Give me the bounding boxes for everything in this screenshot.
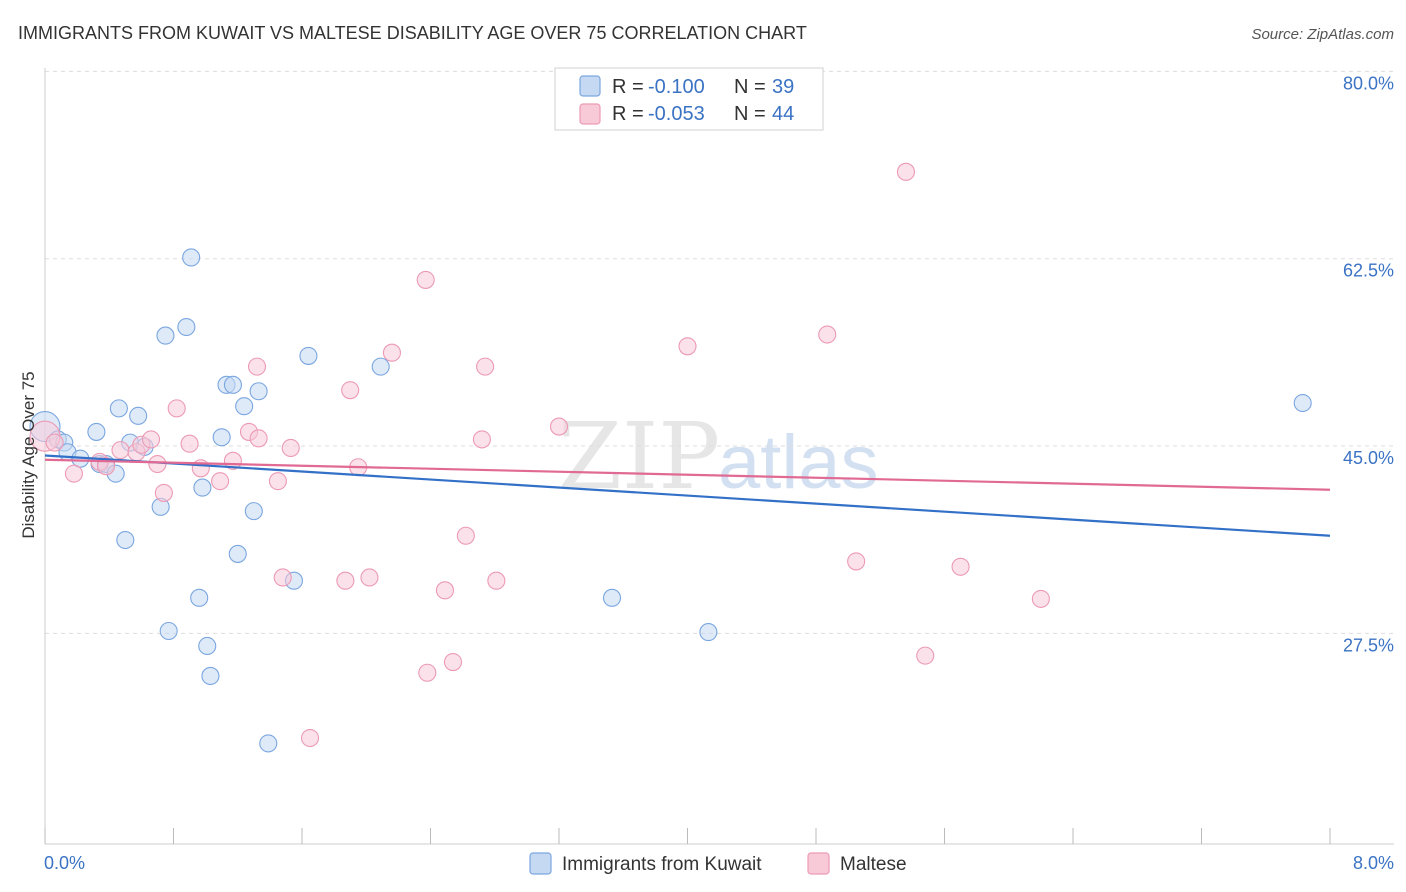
- point-maltese-25: [472, 430, 491, 449]
- point-maltese-10: [154, 483, 173, 502]
- point-kuwait-35: [259, 734, 278, 753]
- y-tick-label: 45.0%: [1343, 448, 1394, 468]
- point-maltese-30: [818, 325, 837, 344]
- point-kuwait-10: [129, 406, 148, 425]
- point-maltese-38: [443, 652, 463, 672]
- point-kuwait-14: [177, 317, 196, 337]
- point-kuwait-17: [223, 375, 242, 394]
- legend-swatch-maltese: [579, 103, 601, 125]
- point-maltese-42: [916, 646, 935, 665]
- y-axis-label: Disability Age Over 75: [19, 371, 38, 538]
- legend-n-value-kuwait: 39: [772, 76, 794, 98]
- trend-lines: [44, 454, 1331, 537]
- point-kuwait-26: [299, 346, 318, 365]
- point-maltese-19: [281, 438, 300, 458]
- point-maltese-1: [45, 433, 64, 452]
- point-maltese-33: [336, 571, 355, 590]
- point-kuwait-33: [602, 588, 622, 607]
- point-maltese-36: [487, 571, 506, 590]
- point-maltese-27: [456, 526, 475, 545]
- legend-r-label-maltese: R =: [612, 103, 644, 125]
- point-kuwait-15: [182, 248, 201, 267]
- point-maltese-35: [435, 581, 455, 600]
- point-kuwait-34: [699, 623, 718, 642]
- series-legend: Immigrants from Kuwait Maltese: [529, 852, 907, 875]
- series-legend-label-kuwait: Immigrants from Kuwait: [562, 854, 762, 875]
- point-maltese-17: [249, 429, 268, 448]
- point-kuwait-28: [190, 588, 209, 607]
- x-tick-label-min: 0.0%: [44, 853, 85, 873]
- point-maltese-5: [111, 441, 130, 460]
- point-kuwait-25: [244, 502, 263, 521]
- point-kuwait-20: [212, 428, 231, 447]
- stats-legend: R = -0.100 N = 39 R = -0.053 N = 44: [554, 67, 824, 131]
- point-kuwait-18: [249, 382, 268, 401]
- legend-r-value-kuwait: -0.100: [648, 76, 705, 98]
- chart-source: Source: ZipAtlas.com: [1251, 26, 1394, 43]
- point-kuwait-31: [201, 666, 220, 686]
- gridlines: [45, 70, 1394, 634]
- point-maltese-14: [211, 472, 230, 491]
- legend-r-value-maltese: -0.053: [648, 103, 705, 125]
- point-maltese-9: [148, 454, 167, 474]
- point-maltese-2: [64, 464, 83, 483]
- point-maltese-43: [1031, 589, 1050, 608]
- legend-swatch-kuwait: [579, 75, 601, 97]
- trend-line-maltese: [44, 458, 1331, 491]
- point-kuwait-21: [193, 478, 212, 497]
- series-legend-swatch-kuwait: [529, 852, 552, 875]
- point-kuwait-8: [87, 422, 106, 441]
- point-kuwait-30: [198, 636, 217, 656]
- point-maltese-32: [273, 568, 292, 587]
- point-maltese-8: [141, 430, 161, 449]
- point-maltese-23: [382, 343, 402, 362]
- y-tick-label: 80.0%: [1343, 73, 1394, 93]
- point-maltese-11: [167, 399, 186, 418]
- series-legend-swatch-maltese: [807, 852, 830, 875]
- x-tick-label-max: 8.0%: [1353, 853, 1394, 873]
- point-maltese-41: [951, 557, 970, 576]
- point-kuwait-29: [159, 621, 178, 641]
- point-maltese-31: [896, 162, 916, 181]
- trend-line-kuwait: [44, 454, 1331, 537]
- point-maltese-20: [268, 472, 287, 491]
- point-kuwait-27: [371, 357, 390, 376]
- watermark-zip: ZIP: [558, 403, 720, 510]
- point-maltese-29: [678, 337, 697, 356]
- legend-n-value-maltese: 44: [772, 103, 794, 125]
- point-kuwait-24: [228, 544, 247, 563]
- point-maltese-12: [180, 434, 199, 453]
- point-kuwait-9: [109, 399, 128, 418]
- point-kuwait-13: [156, 326, 175, 345]
- point-kuwait-19: [235, 397, 254, 416]
- point-maltese-26: [476, 357, 495, 376]
- point-maltese-37: [418, 663, 437, 682]
- legend-n-label-maltese: N =: [734, 103, 766, 125]
- chart-title: IMMIGRANTS FROM KUWAIT VS MALTESE DISABI…: [18, 23, 807, 43]
- point-maltese-28: [549, 417, 569, 436]
- series-legend-label-maltese: Maltese: [840, 854, 907, 875]
- y-tick-label: 62.5%: [1343, 261, 1394, 281]
- point-kuwait-36: [1293, 393, 1312, 413]
- legend-r-label-kuwait: R =: [612, 76, 644, 98]
- point-kuwait-23: [116, 530, 135, 550]
- x-ticks: [44, 828, 1331, 844]
- point-maltese-24: [416, 270, 435, 289]
- point-maltese-21: [341, 381, 360, 400]
- point-maltese-18: [247, 357, 267, 376]
- watermark-atlas: atlas: [718, 420, 879, 505]
- point-maltese-40: [847, 552, 866, 571]
- y-tick-labels: 27.5% 45.0% 62.5% 80.0%: [1343, 73, 1394, 655]
- legend-n-label-kuwait: N =: [734, 76, 766, 98]
- y-tick-label: 27.5%: [1343, 635, 1394, 655]
- point-maltese-39: [300, 728, 320, 748]
- point-maltese-34: [360, 568, 379, 587]
